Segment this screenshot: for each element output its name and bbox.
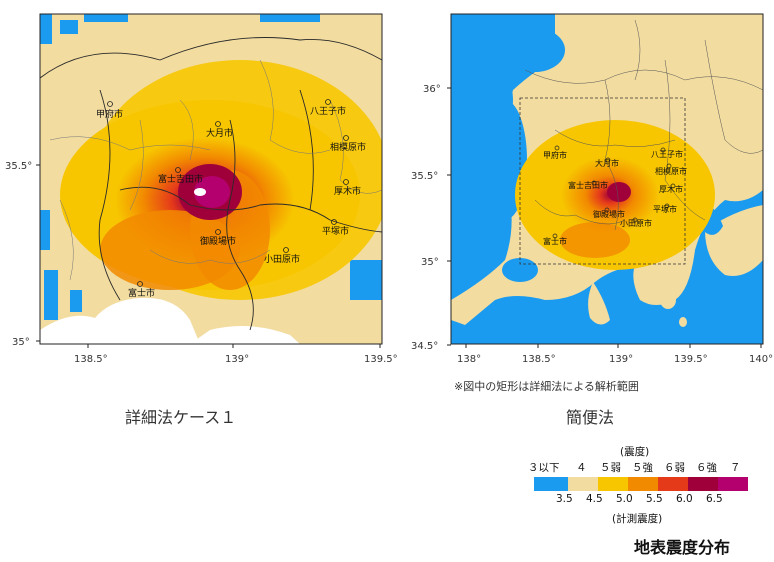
legend-label-5-upper: ５強 [632,462,653,474]
right-city-odawara: 小田原市 [620,218,652,228]
right-x-tick-140: 140° [749,354,773,365]
left-y-tick-35.5: 35.5° [5,161,32,172]
simplified-method-map: 36° 35.5° 35° 34.5° 138° 138.5° 139° 139… [411,13,773,365]
left-city-otsuki: 大月市 [206,127,233,139]
right-map-caption: 簡便法 [566,408,615,427]
left-city-hiratsuka: 平塚市 [322,225,349,237]
legend-value-3.5: 3.5 [556,493,573,505]
left-x-tick-138.5: 138.5° [74,354,108,365]
legend-label-6-lower: ６弱 [664,462,685,474]
right-y-tick-36: 36° [423,84,441,95]
legend-label-5-lower: ５弱 [600,462,621,474]
right-y-tick-35: 35° [421,257,439,268]
left-city-gotemba: 御殿場市 [200,235,236,247]
legend-header: (震度) [620,446,650,458]
detailed-method-map: 35.5° 35° 138.5° 139° 139.5° 甲府市 八王子市 大月… [5,13,398,365]
legend-swatch-7 [718,477,748,491]
legend-swatch-5-lower [598,477,628,491]
analysis-range-note: ※図中の矩形は詳細法による解析範囲 [454,380,639,393]
legend-swatch-6-lower [658,477,688,491]
right-city-atsugi: 厚木市 [659,184,683,194]
legend-value-5.0: 5.0 [616,493,633,505]
legend-label-6-upper: ６強 [696,462,717,474]
left-city-odawara: 小田原市 [264,253,300,265]
legend-swatch-4 [568,477,598,491]
right-x-tick-138.5: 138.5° [522,354,556,365]
left-y-tick-35: 35° [12,337,30,348]
right-city-hiratsuka: 平塚市 [653,204,677,214]
legend-value-4.5: 4.5 [586,493,603,505]
right-x-tick-139.5: 139.5° [674,354,708,365]
right-city-gotemba: 御殿場市 [593,209,625,219]
legend-footer: (計測震度) [612,513,663,525]
legend-colorbar [534,477,748,491]
left-city-fujiyoshida: 富士吉田市 [158,173,203,185]
left-city-hachioji: 八王子市 [310,105,346,117]
left-x-tick-139: 139° [225,354,249,365]
left-city-sagamihara: 相模原市 [330,141,366,153]
legend-swatch-3-or-less [534,477,568,491]
right-x-tick-138: 138° [457,354,481,365]
legend-label-7: ７ [730,462,741,474]
left-x-tick-139.5: 139.5° [364,354,398,365]
legend-swatch-5-upper [628,477,658,491]
legend-label-3-or-less: ３以下 [528,462,560,474]
legend-label-4: ４ [576,462,587,474]
legend-measured-values: 3.5 4.5 5.0 5.5 6.0 6.5 [534,493,754,509]
legend-swatch-6-upper [688,477,718,491]
legend-value-6.0: 6.0 [676,493,693,505]
left-city-kofu: 甲府市 [96,108,123,120]
right-city-otsuki: 大月市 [595,158,619,168]
right-x-tick-139: 139° [609,354,633,365]
left-map-caption: 詳細法ケース１ [125,408,237,427]
right-y-tick-34.5: 34.5° [411,341,438,352]
right-y-tick-35.5: 35.5° [411,171,438,182]
right-city-hachioji: 八王子市 [651,149,683,159]
right-city-fujiyoshida: 富士吉田市 [568,180,608,190]
legend-value-6.5: 6.5 [706,493,723,505]
left-city-atsugi: 厚木市 [334,185,361,197]
legend-value-5.5: 5.5 [646,493,663,505]
left-city-fuji: 富士市 [128,287,155,299]
legend-intensity-labels: ３以下 ４ ５弱 ５強 ６弱 ６強 ７ [528,460,748,476]
figure-title: 地表震度分布 [634,538,731,557]
right-city-sagamihara: 相模原市 [655,166,687,176]
right-city-fuji: 富士市 [543,236,567,246]
right-city-kofu: 甲府市 [543,150,567,160]
